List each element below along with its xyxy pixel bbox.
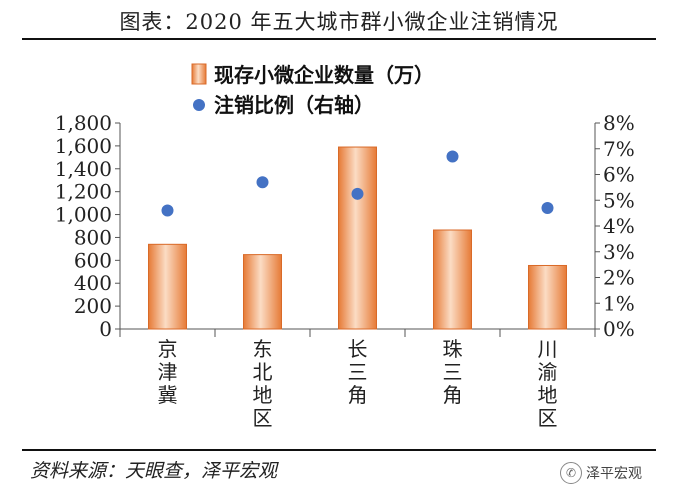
- right-tick-label: 6%: [603, 163, 635, 187]
- right-tick-label: 2%: [603, 266, 635, 290]
- category-label: 珠三角: [443, 337, 463, 407]
- left-tick-label: 1,600: [55, 134, 112, 158]
- left-tick-label: 0: [99, 317, 112, 341]
- bar: [528, 264, 567, 330]
- ratio-point: [351, 187, 364, 200]
- right-tick-label: 4%: [603, 214, 635, 238]
- right-tick-label: 1%: [603, 291, 635, 315]
- chart-title: 图表：2020 年五大城市群小微企业注销情况: [119, 10, 559, 34]
- legend-bar-swatch: [191, 63, 207, 85]
- left-tick-label: 1,800: [55, 111, 112, 135]
- dot-series: [161, 150, 554, 217]
- bar: [148, 243, 187, 330]
- right-tick-label: 0%: [603, 317, 635, 341]
- left-tick-label: 800: [74, 225, 112, 249]
- left-tick-label: 600: [74, 248, 112, 272]
- footer-rule: [22, 449, 656, 451]
- ratio-point: [446, 150, 459, 163]
- chart: 现存小微企业数量（万）注销比例（右轴） 02004006008001,0001,…: [55, 63, 635, 430]
- ratio-point: [161, 204, 174, 217]
- category-label: 川渝地区: [538, 337, 558, 430]
- right-tick-label: 3%: [603, 240, 635, 264]
- left-tick-label: 200: [74, 294, 112, 318]
- category-label: 京津冀: [158, 337, 178, 407]
- bar: [338, 146, 377, 330]
- left-tick-label: 1,000: [55, 203, 112, 227]
- category-labels: 京津冀 东北地区 长三角 珠三角 川渝地区: [158, 337, 558, 430]
- legend-dot-label: 注销比例（右轴）: [214, 93, 374, 117]
- legend: 现存小微企业数量（万） 注销比例（右轴）: [191, 63, 434, 117]
- left-tick-label: 400: [74, 271, 112, 295]
- category-label: 长三角: [348, 337, 368, 407]
- ratio-point: [541, 201, 554, 214]
- ratio-point: [256, 176, 269, 189]
- watermark: ✆ 泽平宏观: [560, 462, 642, 484]
- right-tick-label: 8%: [603, 111, 635, 135]
- right-tick-label: 7%: [603, 137, 635, 161]
- bar-series: [148, 146, 567, 330]
- legend-bar-label: 现存小微企业数量（万）: [214, 63, 434, 87]
- category-label: 东北地区: [253, 337, 273, 430]
- left-tick-label: 1,200: [55, 180, 112, 204]
- title-rule: [22, 38, 656, 40]
- watermark-text: 泽平宏观: [586, 466, 642, 482]
- left-tick-label: 1,400: [55, 157, 112, 181]
- bar: [243, 254, 282, 330]
- bar: [433, 229, 472, 330]
- legend-dot-swatch: [193, 99, 205, 111]
- source-note: 资料来源：天眼查，泽平宏观: [30, 460, 278, 482]
- wechat-icon: ✆: [560, 462, 582, 484]
- right-tick-label: 5%: [603, 188, 635, 212]
